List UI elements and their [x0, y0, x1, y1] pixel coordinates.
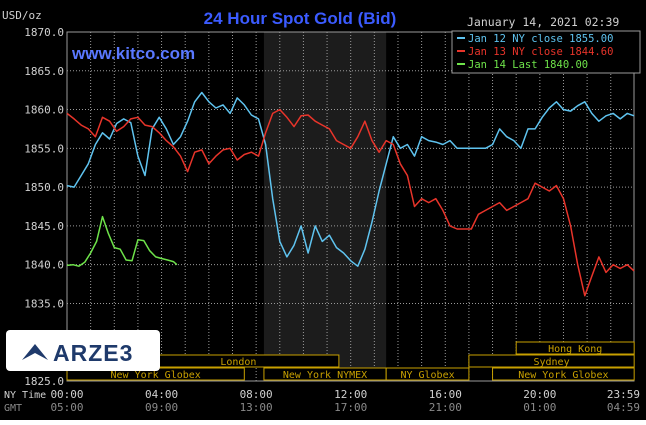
market-session-label: NY Globex: [400, 370, 454, 381]
y-tick-label: 1860.0: [24, 104, 64, 117]
x-tick-label-gmt: 05:00: [50, 401, 83, 414]
market-session-label: New York Globex: [111, 370, 201, 381]
legend-entry: Jan 14 Last 1840.00: [468, 59, 588, 71]
market-session-box: [468, 354, 635, 368]
x-tick-label-ny: 00:00: [50, 388, 83, 401]
y-tick-label: 1845.0: [24, 220, 64, 233]
x-tick-label-ny: 12:00: [334, 388, 367, 401]
legend-entry: Jan 12 NY close 1855.00: [468, 33, 613, 45]
series-line-2: [66, 215, 178, 267]
y-tick-label: 1835.0: [24, 297, 64, 310]
y-tick-label: 1870.0: [24, 26, 64, 39]
market-session-box: [515, 341, 635, 355]
logo-text: ARZE3: [53, 340, 133, 366]
x-tick-label-ny: 20:00: [523, 388, 556, 401]
price-series: [66, 91, 635, 297]
series-line-0: [66, 91, 635, 267]
website-label: www.kitco.com: [71, 44, 195, 63]
arzeb-logo: ARZE3: [6, 330, 160, 371]
x-tick-label-gmt: 04:59: [607, 401, 640, 414]
market-session-label: New York Globex: [518, 370, 608, 381]
x-tick-label-gmt: 09:00: [145, 401, 178, 414]
x-tick-label-ny: 16:00: [429, 388, 462, 401]
market-session-box: [385, 367, 470, 381]
x-tick-label-ny: 08:00: [240, 388, 273, 401]
plot-frame: [66, 31, 635, 382]
x-tick-label-gmt: 21:00: [429, 401, 462, 414]
gmt-label: GMT: [4, 403, 22, 414]
x-tick-label-gmt: 01:00: [523, 401, 556, 414]
chart-title: 24 Hour Spot Gold (Bid): [204, 9, 397, 28]
y-tick-label: 1840.0: [24, 259, 64, 272]
y-tick-label: 1855.0: [24, 142, 64, 155]
y-tick-label: 1865.0: [24, 65, 64, 78]
y-tick-label: 1850.0: [24, 181, 64, 194]
y-unit-label: USD/oz: [2, 9, 42, 22]
logo-mountain-icon: [22, 344, 48, 360]
grid-lines: [66, 31, 635, 382]
x-tick-label-ny: 23:59: [607, 388, 640, 401]
series-line-1: [66, 108, 635, 297]
market-session-box: [492, 367, 635, 381]
x-tick-label-gmt: 13:00: [240, 401, 273, 414]
legend-entry: Jan 13 NY close 1844.60: [468, 46, 613, 58]
nymex-session-shade: [263, 32, 387, 381]
market-session-label: Hong Kong: [548, 344, 602, 355]
x-tick-label-gmt: 17:00: [334, 401, 367, 414]
chart-datetime: January 14, 2021 02:39: [467, 15, 619, 29]
x-tick-label-ny: 04:00: [145, 388, 178, 401]
logo-background: [6, 330, 160, 371]
market-session-label: New York NYMEX: [283, 370, 367, 381]
market-session-label: Sydney: [533, 357, 569, 368]
ny-time-label: NY Time: [4, 390, 46, 401]
legend-box: [451, 30, 641, 74]
y-tick-label: 1825.0: [24, 375, 64, 388]
y-axis-ticks: 1870.0 1865.0 1860.0 1855.0 1850.0 1845.0 1840…: [24, 26, 64, 388]
market-session-label: London: [220, 357, 256, 368]
